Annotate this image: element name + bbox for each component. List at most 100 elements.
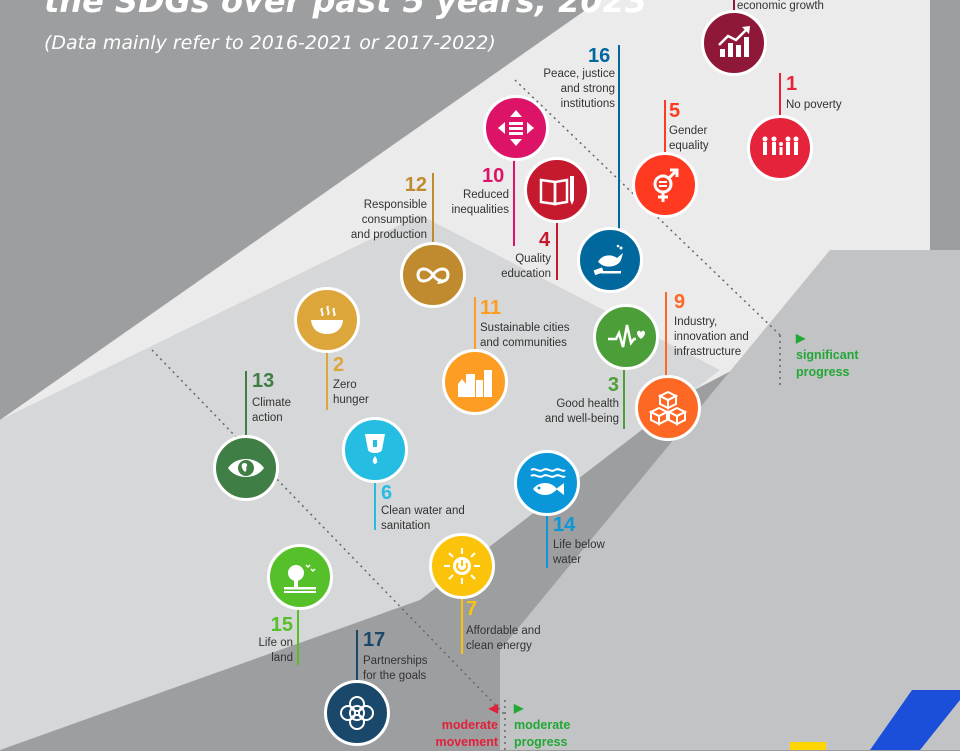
goal-number: 15 (270, 614, 293, 636)
marker-label-line: significant (796, 348, 859, 362)
city-icon (458, 370, 492, 397)
goal-stem (245, 371, 247, 441)
goal-label-line: Gender (669, 125, 708, 137)
goal-number: 14 (553, 514, 576, 536)
goal-stem (623, 367, 625, 429)
logo-stripe-blue (870, 690, 960, 750)
goal-label-line: Climate (252, 397, 291, 409)
marker-moderate-progress: ▶ moderate progress (514, 700, 570, 751)
goal-stem (513, 158, 515, 246)
goal-label-line: inequalities (451, 204, 509, 216)
goal-number: 11 (480, 297, 502, 319)
goal-icon (400, 242, 466, 308)
goal-label-line: hunger (333, 394, 369, 406)
goal-label-line: clean energy (466, 640, 532, 652)
marker-left-arrow-icon: ◀ (488, 701, 498, 715)
goal-label-line: infrastructure (674, 346, 742, 358)
goal-icon (701, 10, 767, 76)
marker-label-line: progress (796, 365, 850, 379)
goal-label-line: equality (669, 140, 709, 152)
goal-label-line: Quality (515, 253, 551, 265)
goal-label-line: water (553, 554, 582, 566)
goal-label-line: Life below (553, 539, 605, 551)
goal-label-line: for the goals (363, 670, 427, 682)
marker-label-line: moderate (514, 718, 571, 732)
family-icon (762, 136, 799, 155)
goal-stem (297, 607, 299, 665)
goal-icon (577, 227, 643, 293)
goal-label-line: sanitation (381, 520, 431, 532)
page-title: the SDGs over past 5 years, 2023 (44, 0, 648, 20)
goal-label-line: Clean water and (381, 505, 465, 517)
goal-label-line: Reduced (462, 189, 509, 201)
marker-label-line: progress (514, 735, 568, 749)
dove-gavel-icon (593, 244, 623, 276)
goal-icon (635, 375, 701, 441)
goal-number: 5 (669, 100, 681, 122)
goal-label-line: Peace, justice (543, 68, 615, 80)
goal-stem (326, 350, 328, 410)
goal-number: 9 (674, 291, 686, 313)
goal-label-line: education (501, 268, 551, 280)
goal-stem (779, 73, 781, 148)
goal-number: 13 (252, 370, 275, 392)
goal-number: 1 (786, 73, 798, 95)
rings-icon (340, 696, 374, 730)
goal-icon (514, 450, 580, 516)
goal-label-line: and production (350, 229, 427, 241)
goal-number: 6 (381, 482, 393, 504)
goal-number: 17 (363, 629, 386, 651)
goal-icon (294, 287, 360, 353)
page-subtitle: (Data mainly refer to 2016-2021 or 2017-… (44, 32, 496, 54)
goal-label-line: Life on (258, 637, 293, 649)
heartbeat-icon (608, 324, 645, 348)
marker-moderate-movement: ◀ moderate movement (435, 700, 498, 751)
goal-stem (546, 513, 548, 568)
fish-icon (530, 468, 566, 495)
goal-label-line: land (271, 652, 293, 664)
bowl-icon (311, 306, 343, 334)
eye-globe-icon (228, 459, 264, 477)
goal-label-line: action (252, 412, 283, 424)
goal-number: 10 (482, 165, 505, 187)
goal-stem (664, 100, 666, 158)
goal-icon (593, 304, 659, 370)
goal-stem (374, 480, 376, 530)
book-pencil-icon (539, 176, 574, 206)
goal-stem (461, 596, 463, 654)
goal-icon (524, 157, 590, 223)
sun-power-icon (444, 548, 480, 584)
goal-number: 3 (607, 374, 619, 396)
marker-significant-progress: ▶ significant progress (796, 330, 859, 381)
goal-label-line: and communities (480, 337, 567, 349)
goal-icon (747, 115, 813, 181)
divider-moderate (151, 349, 506, 716)
goal-icon (213, 435, 279, 501)
goal-number: 2 (333, 354, 345, 376)
tree-birds-icon (284, 564, 316, 593)
goal-icon (442, 349, 508, 415)
goal-icon (267, 544, 333, 610)
goal-number: 7 (466, 598, 478, 620)
goal-label-line: Sustainable cities (480, 322, 570, 334)
goal-icon (632, 152, 698, 218)
goal-label-line: Affordable and (466, 625, 541, 637)
goal-label-line: consumption (361, 214, 427, 226)
goal-label-line: Responsible (363, 199, 427, 211)
arrow-dark-region (500, 250, 960, 750)
marker-label-line: movement (435, 735, 498, 749)
equal-arrows-icon (498, 110, 534, 146)
cubes-icon (648, 390, 688, 426)
goal-stem (665, 292, 667, 380)
logo-stripe-yellow (790, 742, 826, 750)
water-drop-icon (365, 434, 385, 464)
growth-chart-icon (718, 26, 750, 57)
goal-stem (556, 220, 558, 280)
goal-icon (342, 417, 408, 483)
goal-icon (429, 533, 495, 599)
goal-label-line: economic growth (737, 0, 824, 12)
goal-icon (483, 95, 549, 161)
marker-label-line: moderate (441, 718, 498, 732)
infinity-icon (416, 267, 450, 284)
marker-right-arrow-icon: ▶ (514, 701, 524, 715)
